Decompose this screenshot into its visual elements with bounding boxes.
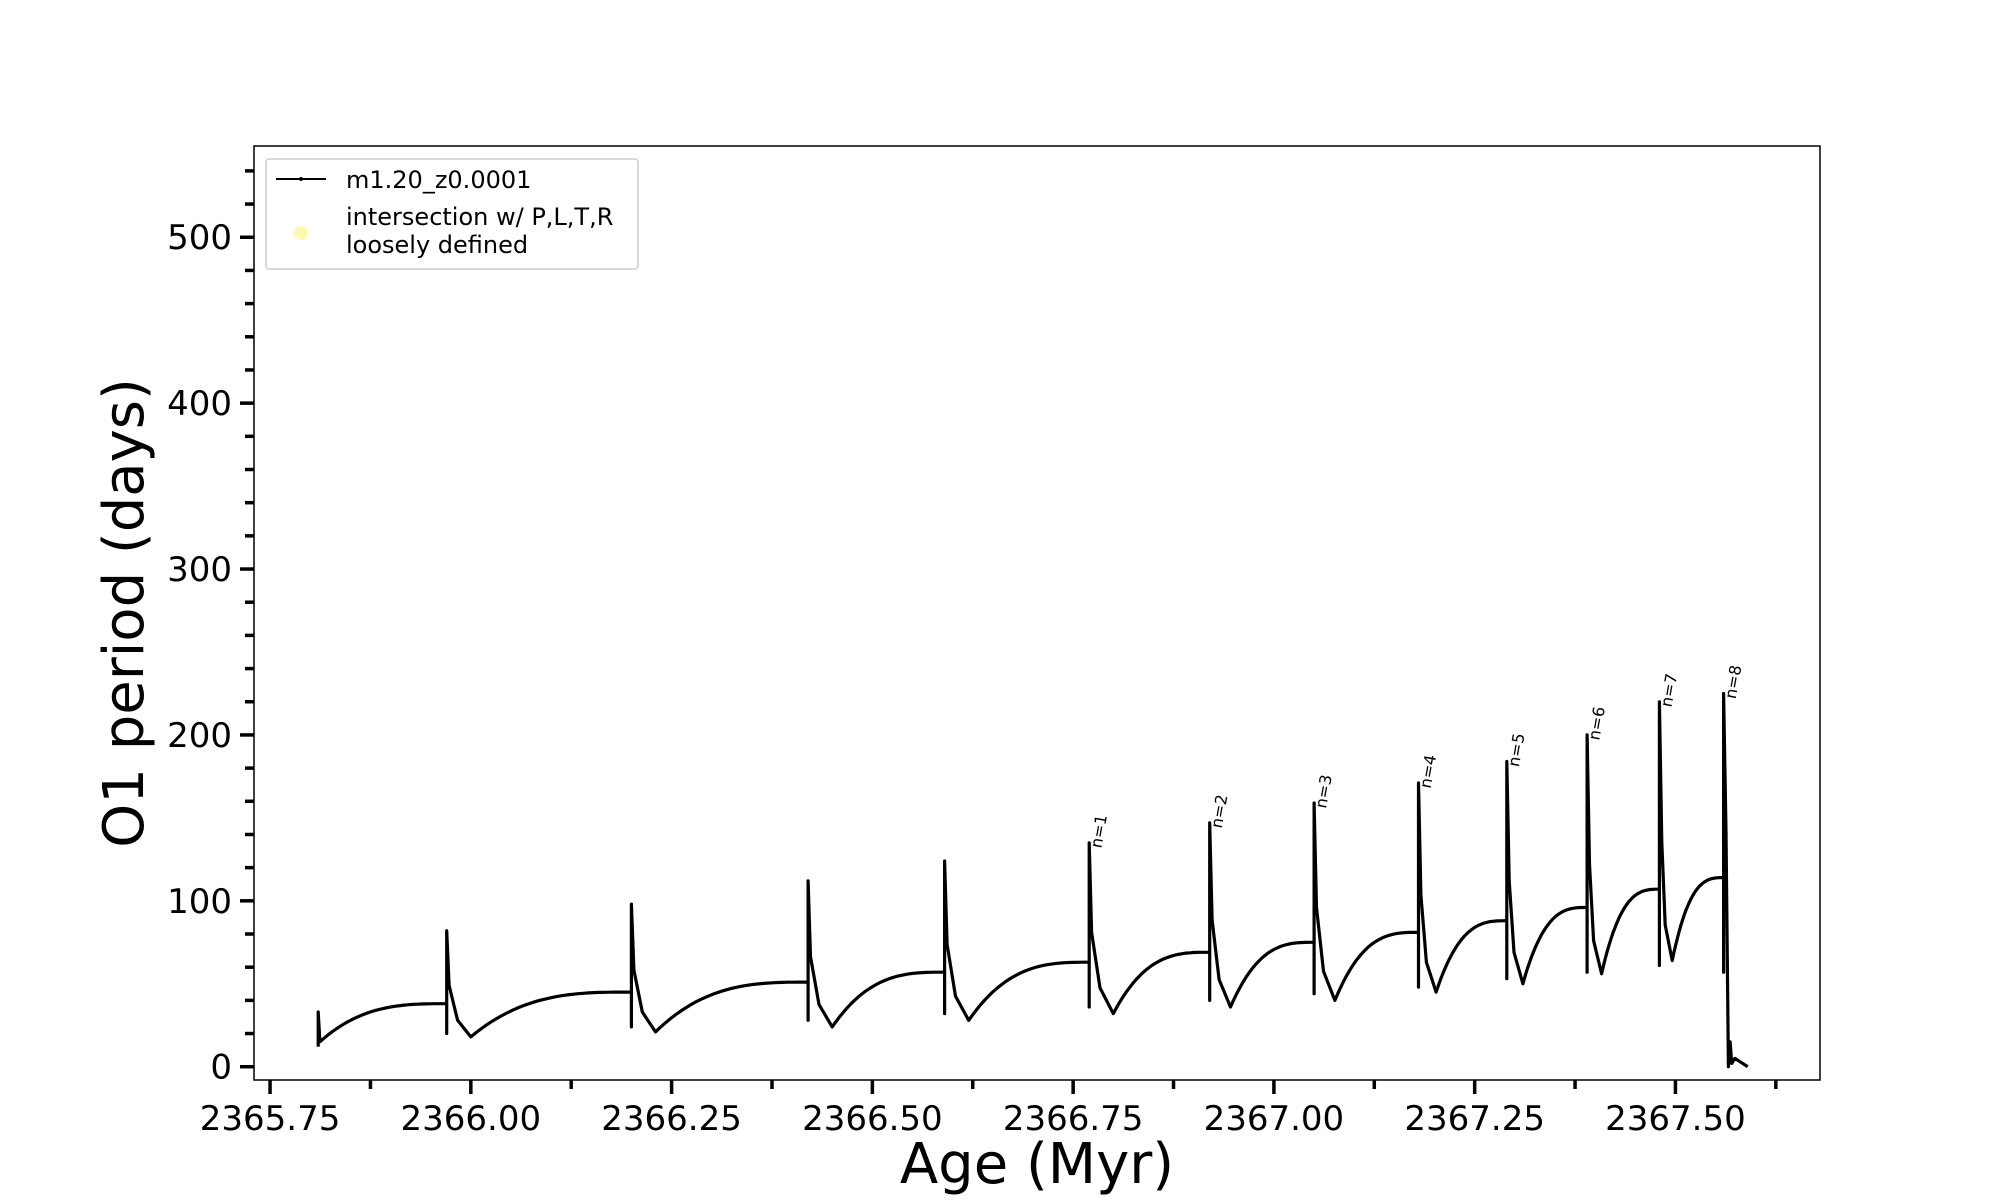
legend-box — [265, 158, 639, 270]
plot-frame — [253, 145, 1821, 1081]
legend-marker — [299, 177, 303, 181]
x-tick-label: 2366.75 — [1003, 1099, 1144, 1139]
legend-label-intersection-line1: intersection w/ P,L,T,R — [346, 203, 613, 231]
x-tick-label: 2367.00 — [1204, 1099, 1345, 1139]
x-tick-label: 2366.50 — [802, 1099, 943, 1139]
y-tick-label: 200 — [167, 716, 232, 756]
legend-label-series: m1.20_z0.0001 — [346, 166, 531, 194]
x-tick-label: 2367.50 — [1605, 1099, 1746, 1139]
legend-label-intersection-line2: loosely defined — [346, 231, 528, 259]
y-tick-label: 400 — [167, 384, 232, 424]
y-tick-label: 0 — [210, 1048, 232, 1088]
x-tick-label: 2366.25 — [601, 1099, 742, 1139]
series-line — [316, 691, 1749, 1069]
y-tick-label: 300 — [167, 550, 232, 590]
x-tick-label: 2366.00 — [401, 1099, 542, 1139]
axis-ticks: 2365.75 2366.00 2366.25 2366.50 2366.75 2367.… — [167, 169, 1778, 1139]
series-layer — [316, 691, 1749, 1069]
y-tick-label: 100 — [167, 882, 232, 922]
x-tick-label: 2365.75 — [200, 1099, 341, 1139]
legend: m1.20_z0.0001 intersection w/ P,L,T,R lo… — [265, 158, 639, 270]
y-tick-label: 500 — [167, 218, 232, 258]
x-axis-label: Age (Myr) — [900, 1132, 1174, 1197]
x-tick-label: 2367.25 — [1404, 1099, 1545, 1139]
legend-circle-swatch — [294, 226, 308, 240]
y-axis-label: O1 period (days) — [92, 378, 157, 848]
